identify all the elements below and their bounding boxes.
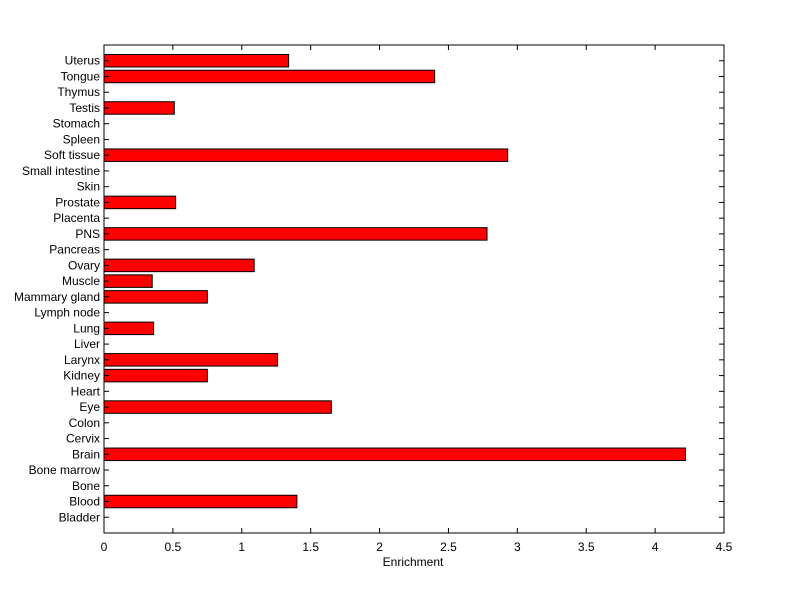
- y-tick-label-thymus: Thymus: [57, 85, 100, 99]
- y-tick-label-colon: Colon: [69, 416, 100, 430]
- y-tick-label-lung: Lung: [73, 321, 100, 335]
- y-tick-label-bladder: Bladder: [59, 510, 100, 524]
- y-tick-label-ovary: Ovary: [68, 258, 100, 272]
- y-tick-label-lymph-node: Lymph node: [34, 306, 100, 320]
- y-tick-label-brain: Brain: [72, 447, 100, 461]
- bar-muscle: [103, 274, 153, 288]
- plot-frame: [103, 44, 725, 534]
- bar-eye: [103, 400, 332, 414]
- y-tick-label-stomach: Stomach: [53, 117, 100, 131]
- bar-mammary-gland: [103, 290, 208, 304]
- bar-blood: [103, 494, 298, 509]
- y-tick-label-prostate: Prostate: [55, 195, 100, 209]
- x-tick-label-2-5: 2.5: [440, 540, 457, 554]
- bar-prostate: [103, 195, 177, 210]
- y-tick-label-tongue: Tongue: [61, 69, 101, 83]
- y-tick-label-bone-marrow: Bone marrow: [29, 463, 101, 477]
- y-tick-label-liver: Liver: [74, 337, 100, 351]
- y-tick-label-kidney: Kidney: [63, 369, 100, 383]
- y-tick-label-spleen: Spleen: [63, 132, 100, 146]
- y-tick-label-bone: Bone: [72, 479, 100, 493]
- x-tick-label-1-5: 1.5: [302, 540, 319, 554]
- bar-soft-tissue: [103, 148, 509, 162]
- bar-lung: [103, 321, 155, 336]
- bar-kidney: [103, 368, 208, 383]
- y-tick-label-testis: Testis: [69, 101, 100, 115]
- bar-tongue: [103, 69, 436, 84]
- y-tick-label-soft-tissue: Soft tissue: [44, 148, 100, 162]
- bar-ovary: [103, 258, 255, 273]
- x-tick-label-1: 1: [238, 540, 245, 554]
- y-tick-label-small-intestine: Small intestine: [22, 164, 100, 178]
- bar-pns: [103, 227, 488, 241]
- y-tick-label-skin: Skin: [77, 180, 100, 194]
- x-tick-label-2: 2: [376, 540, 383, 554]
- x-tick-label-4: 4: [652, 540, 659, 554]
- x-tick-label-0: 0: [101, 540, 108, 554]
- y-tick-label-pns: PNS: [75, 227, 100, 241]
- bar-uterus: [103, 53, 290, 68]
- y-tick-label-uterus: Uterus: [65, 54, 100, 68]
- x-tick-label-4-5: 4.5: [716, 540, 733, 554]
- y-tick-label-heart: Heart: [71, 384, 101, 398]
- y-tick-label-eye: Eye: [79, 400, 100, 414]
- y-tick-label-blood: Blood: [69, 495, 100, 509]
- y-tick-label-larynx: Larynx: [64, 353, 100, 367]
- x-tick-label-3: 3: [514, 540, 521, 554]
- y-tick-label-muscle: Muscle: [62, 274, 100, 288]
- x-ticks-group: 0 0.5 1 1.5 2 2.5 3 3.5 4 4.5: [101, 45, 733, 554]
- y-tick-label-pancreas: Pancreas: [49, 243, 100, 257]
- bar-larynx: [103, 353, 279, 367]
- bar-testis: [103, 101, 175, 115]
- y-tick-label-cervix: Cervix: [66, 432, 100, 446]
- y-tick-label-mammary-gland: Mammary gland: [14, 290, 100, 304]
- x-axis-title: Enrichment: [383, 555, 444, 569]
- y-tick-label-placenta: Placenta: [53, 211, 100, 225]
- bar-brain: [103, 447, 686, 462]
- x-tick-label-3-5: 3.5: [578, 540, 595, 554]
- x-tick-label-0-5: 0.5: [165, 540, 182, 554]
